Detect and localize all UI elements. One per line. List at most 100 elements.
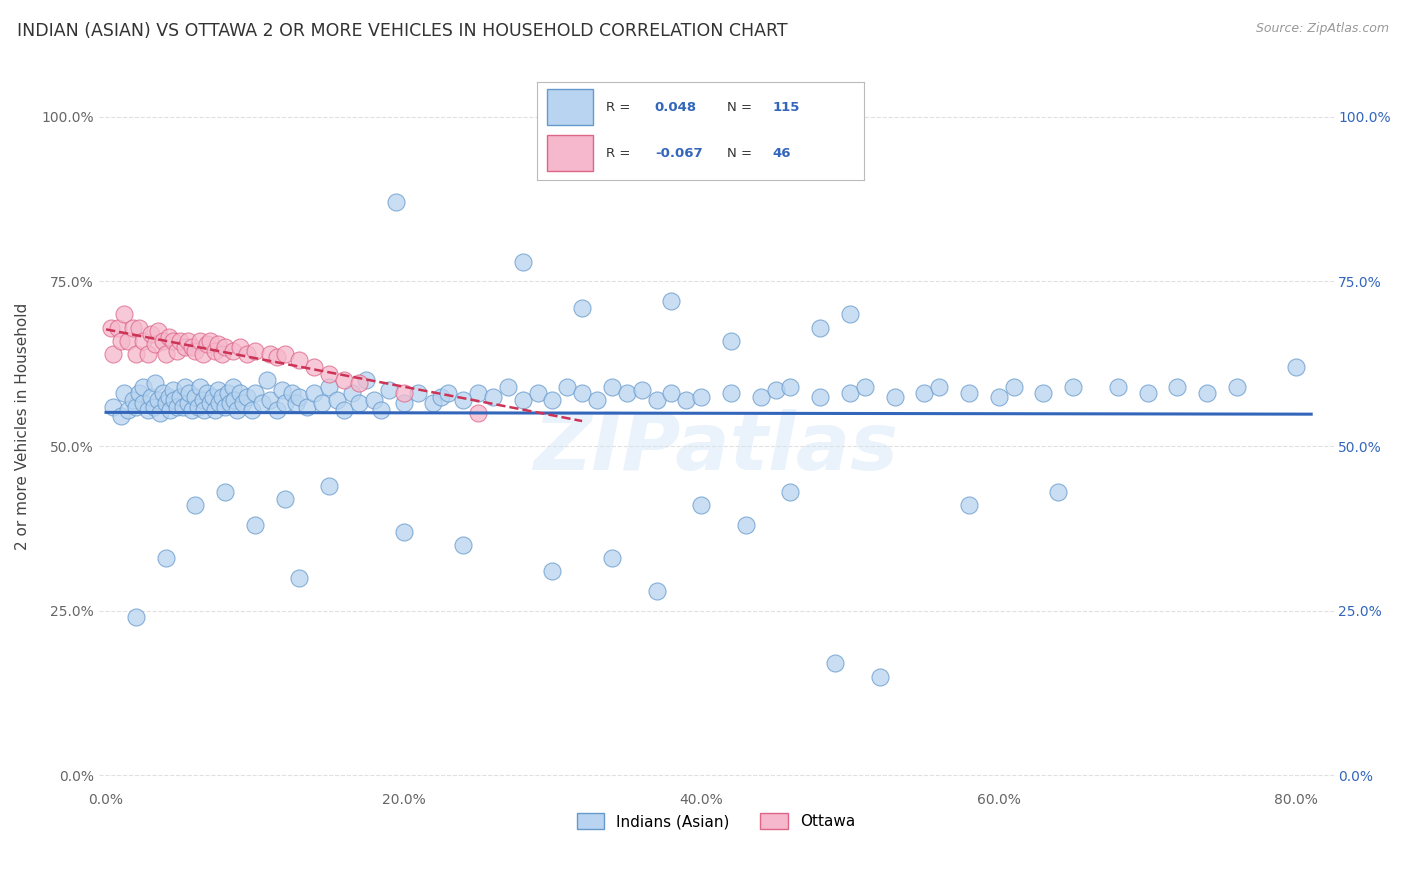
Point	[198, 334, 221, 348]
Point	[125, 347, 148, 361]
Point	[157, 390, 180, 404]
Point	[236, 390, 259, 404]
Point	[288, 571, 311, 585]
Point	[181, 402, 204, 417]
Point	[139, 327, 162, 342]
Point	[600, 380, 623, 394]
Point	[340, 386, 363, 401]
Point	[555, 380, 578, 394]
Point	[363, 392, 385, 407]
Point	[392, 524, 415, 539]
Point	[377, 383, 399, 397]
Point	[690, 390, 713, 404]
Point	[243, 386, 266, 401]
Point	[155, 551, 177, 566]
Point	[132, 380, 155, 394]
Point	[162, 334, 184, 348]
Point	[451, 538, 474, 552]
Point	[211, 390, 233, 404]
Point	[232, 396, 254, 410]
Point	[121, 392, 143, 407]
Point	[125, 610, 148, 624]
Point	[839, 386, 862, 401]
Point	[136, 402, 159, 417]
Point	[103, 400, 125, 414]
Point	[214, 340, 236, 354]
Point	[174, 340, 197, 354]
Point	[957, 499, 980, 513]
Point	[169, 334, 191, 348]
Point	[152, 334, 174, 348]
Point	[690, 499, 713, 513]
Point	[193, 402, 215, 417]
Point	[273, 491, 295, 506]
Point	[512, 392, 534, 407]
Point	[1107, 380, 1129, 394]
Point	[779, 485, 801, 500]
Point	[720, 386, 742, 401]
Point	[107, 320, 129, 334]
Point	[318, 380, 340, 394]
Point	[166, 343, 188, 358]
Point	[211, 347, 233, 361]
Point	[221, 380, 243, 394]
Point	[181, 340, 204, 354]
Point	[616, 386, 638, 401]
Point	[172, 400, 194, 414]
Point	[270, 383, 292, 397]
Point	[157, 330, 180, 344]
Point	[1226, 380, 1249, 394]
Point	[266, 402, 288, 417]
Point	[143, 376, 166, 391]
Point	[526, 386, 548, 401]
Point	[1285, 359, 1308, 374]
Point	[808, 320, 831, 334]
Point	[163, 392, 186, 407]
Point	[325, 392, 347, 407]
Point	[392, 396, 415, 410]
Point	[311, 396, 333, 410]
Point	[779, 380, 801, 394]
Point	[112, 307, 135, 321]
Point	[208, 396, 231, 410]
Point	[318, 478, 340, 492]
Point	[304, 359, 326, 374]
Point	[252, 396, 274, 410]
Point	[295, 400, 318, 414]
Point	[117, 402, 139, 417]
Point	[586, 392, 609, 407]
Point	[259, 347, 281, 361]
Point	[159, 402, 181, 417]
Point	[496, 380, 519, 394]
Point	[928, 380, 950, 394]
Point	[128, 386, 150, 401]
Point	[217, 386, 239, 401]
Point	[370, 402, 392, 417]
Point	[1166, 380, 1188, 394]
Point	[571, 301, 593, 315]
Point	[273, 396, 295, 410]
Point	[195, 337, 218, 351]
Point	[136, 347, 159, 361]
Point	[734, 518, 756, 533]
Point	[408, 386, 430, 401]
Point	[600, 551, 623, 566]
Point	[204, 402, 226, 417]
Point	[869, 669, 891, 683]
Point	[152, 386, 174, 401]
Point	[333, 402, 356, 417]
Y-axis label: 2 or more Vehicles in Household: 2 or more Vehicles in Household	[15, 302, 30, 549]
Point	[128, 320, 150, 334]
Point	[195, 386, 218, 401]
Point	[273, 347, 295, 361]
Point	[422, 396, 444, 410]
Point	[853, 380, 876, 394]
Point	[392, 386, 415, 401]
Point	[187, 400, 209, 414]
Point	[347, 396, 370, 410]
Point	[179, 386, 201, 401]
Point	[285, 396, 308, 410]
Point	[121, 320, 143, 334]
Point	[243, 343, 266, 358]
Point	[1195, 386, 1218, 401]
